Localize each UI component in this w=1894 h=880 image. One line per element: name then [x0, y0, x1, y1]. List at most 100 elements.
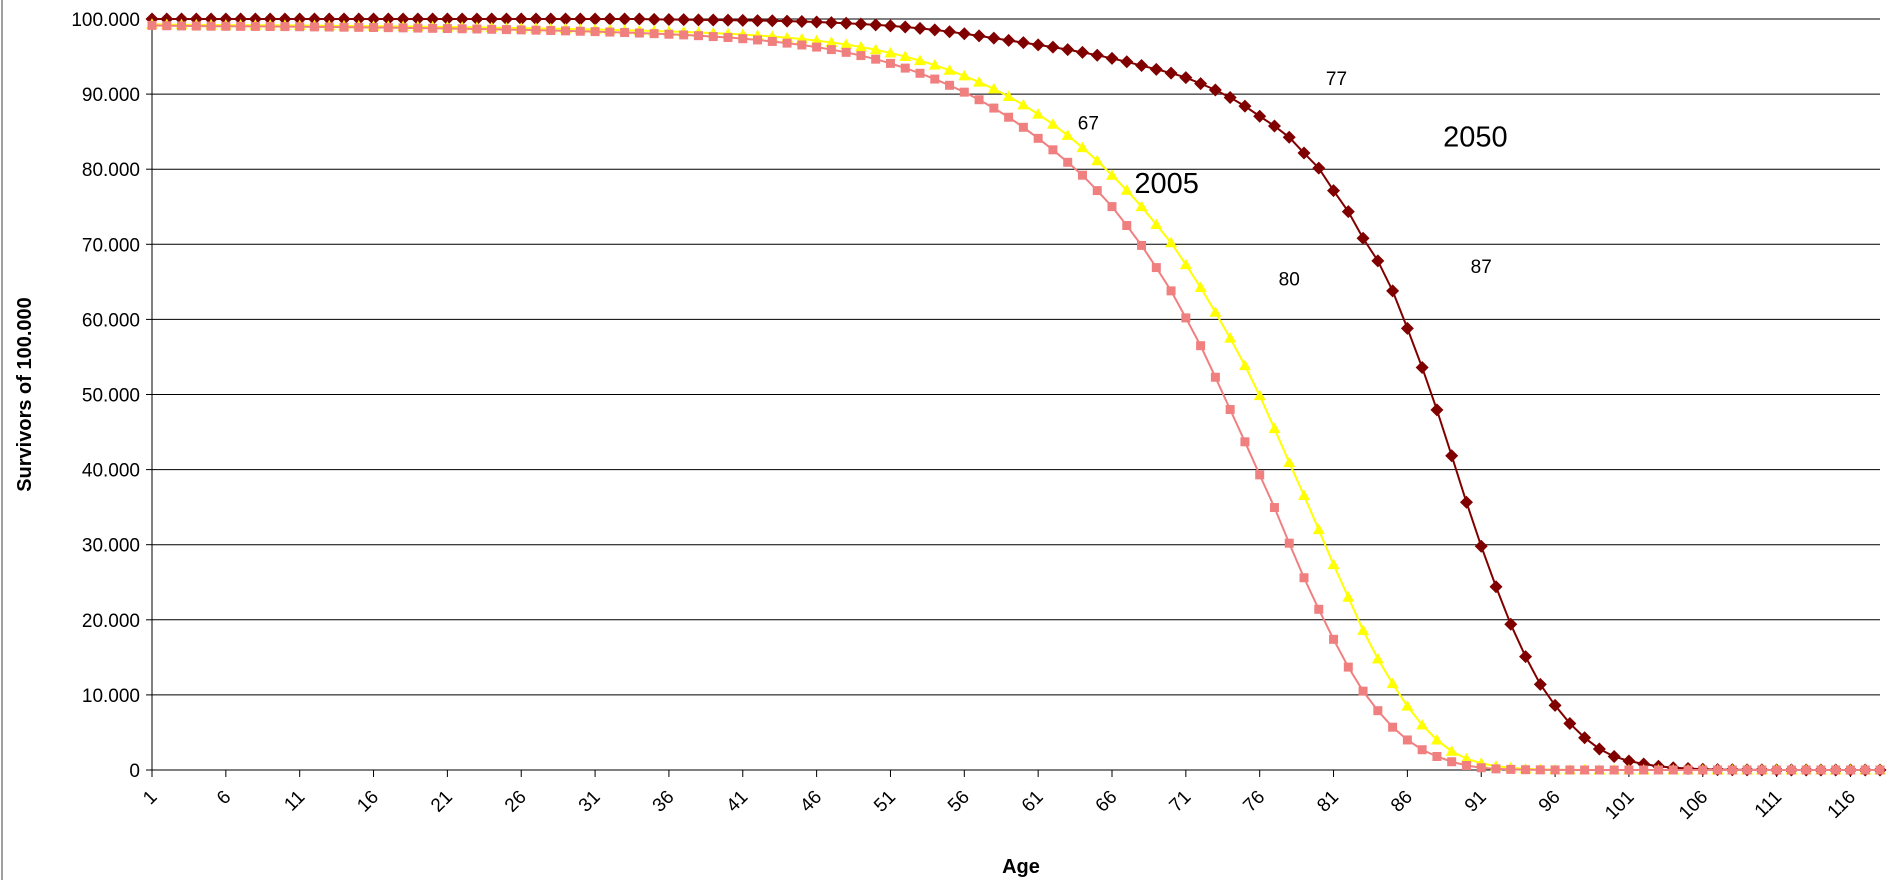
- data-point-diamond: [426, 12, 440, 26]
- x-tick-label: 6: [213, 787, 235, 809]
- data-point-triangle: [1091, 154, 1104, 166]
- data-point-diamond: [898, 20, 912, 34]
- data-point-diamond: [1607, 749, 1621, 763]
- data-point-square: [354, 22, 364, 32]
- data-point-diamond: [396, 12, 410, 26]
- y-tick-label: 90.000: [82, 85, 140, 106]
- data-point-square: [1343, 662, 1353, 672]
- data-point-diamond: [677, 13, 691, 27]
- data-point-square: [1432, 751, 1442, 761]
- data-point-diamond: [1194, 77, 1208, 91]
- data-point-diamond: [1400, 321, 1414, 335]
- data-point-diamond: [1297, 146, 1311, 160]
- data-point-triangle: [1224, 332, 1237, 343]
- data-point-square: [1757, 765, 1767, 775]
- data-point-diamond: [1120, 55, 1134, 69]
- data-point-diamond: [1592, 742, 1606, 756]
- data-point-square: [1388, 722, 1398, 732]
- data-point-square: [1240, 437, 1250, 447]
- data-point-triangle: [1165, 236, 1178, 248]
- data-point-square: [487, 24, 497, 34]
- data-point-square: [900, 63, 910, 73]
- data-point-triangle: [1120, 184, 1133, 195]
- data-point-diamond: [529, 12, 543, 26]
- data-point-triangle: [1194, 281, 1207, 292]
- data-point-diamond: [455, 12, 469, 26]
- data-point-square: [1122, 221, 1132, 231]
- data-point-square: [1683, 765, 1693, 775]
- data-point-diamond: [1282, 130, 1296, 144]
- data-point-square: [634, 28, 644, 38]
- data-point-diamond: [1164, 66, 1178, 80]
- data-point-square: [1668, 765, 1678, 775]
- data-point-diamond: [943, 25, 957, 39]
- data-point-diamond: [1312, 161, 1326, 175]
- data-point-diamond: [1075, 45, 1089, 59]
- x-tick-label: 21: [427, 787, 457, 817]
- annotation-label: 2005: [1134, 168, 1199, 200]
- data-point-square: [723, 33, 733, 43]
- data-point-square: [1609, 765, 1619, 775]
- data-point-square: [236, 21, 246, 31]
- data-point-square: [1580, 765, 1590, 775]
- data-point-diamond: [1474, 539, 1488, 553]
- data-point-diamond: [987, 31, 1001, 45]
- data-point-square: [649, 29, 659, 39]
- x-tick-label: 16: [353, 787, 383, 817]
- data-point-square: [428, 23, 438, 33]
- data-point-square: [738, 34, 748, 44]
- series-group: [145, 12, 1887, 777]
- data-point-triangle: [1238, 359, 1251, 371]
- data-point-triangle: [1371, 652, 1384, 664]
- data-point-diamond: [1341, 205, 1355, 219]
- x-tick-label: 106: [1675, 787, 1712, 824]
- data-point-diamond: [1386, 284, 1400, 298]
- data-point-diamond: [1238, 99, 1252, 113]
- data-point-square: [1801, 765, 1811, 775]
- data-point-triangle: [1298, 489, 1310, 501]
- data-point-triangle: [825, 36, 838, 47]
- data-point-triangle: [1076, 141, 1089, 153]
- data-point-square: [1417, 745, 1427, 755]
- data-point-square: [1742, 765, 1752, 775]
- data-point-triangle: [1032, 108, 1045, 119]
- data-point-square: [398, 23, 408, 33]
- data-point-square: [1092, 186, 1102, 196]
- data-point-square: [1358, 686, 1368, 696]
- data-point-diamond: [337, 12, 351, 26]
- data-point-diamond: [381, 12, 395, 26]
- data-point-square: [797, 40, 807, 50]
- x-axis-title: Age: [1002, 856, 1040, 878]
- x-tick-label: 26: [501, 787, 531, 817]
- data-point-triangle: [1401, 700, 1414, 711]
- data-point-triangle: [928, 59, 941, 70]
- data-point-diamond: [588, 12, 602, 26]
- data-point-diamond: [1371, 254, 1385, 268]
- data-point-triangle: [1460, 752, 1473, 764]
- data-point-square: [1314, 604, 1324, 614]
- data-point-diamond: [1046, 40, 1060, 54]
- data-point-triangle: [1046, 118, 1059, 129]
- data-point-triangle: [1106, 169, 1118, 180]
- data-point-diamond: [307, 12, 321, 26]
- data-point-square: [265, 22, 275, 32]
- data-point-square: [1624, 765, 1634, 775]
- data-point-square: [147, 20, 157, 30]
- data-point-triangle: [943, 64, 956, 75]
- data-point-diamond: [957, 27, 971, 41]
- data-point-square: [1831, 765, 1841, 775]
- data-point-diamond: [691, 13, 705, 27]
- data-point-square: [516, 25, 526, 35]
- data-point-diamond: [839, 16, 853, 30]
- data-point-diamond: [824, 16, 838, 30]
- data-point-diamond: [1430, 403, 1444, 417]
- data-point-square: [841, 47, 851, 57]
- data-point-diamond: [795, 14, 809, 28]
- data-point-square: [413, 23, 423, 33]
- data-point-diamond: [1031, 38, 1045, 52]
- data-point-square: [339, 22, 349, 32]
- data-point-square: [1373, 706, 1383, 716]
- data-point-square: [1151, 263, 1161, 273]
- data-point-square: [708, 32, 718, 42]
- data-point-diamond: [751, 14, 765, 28]
